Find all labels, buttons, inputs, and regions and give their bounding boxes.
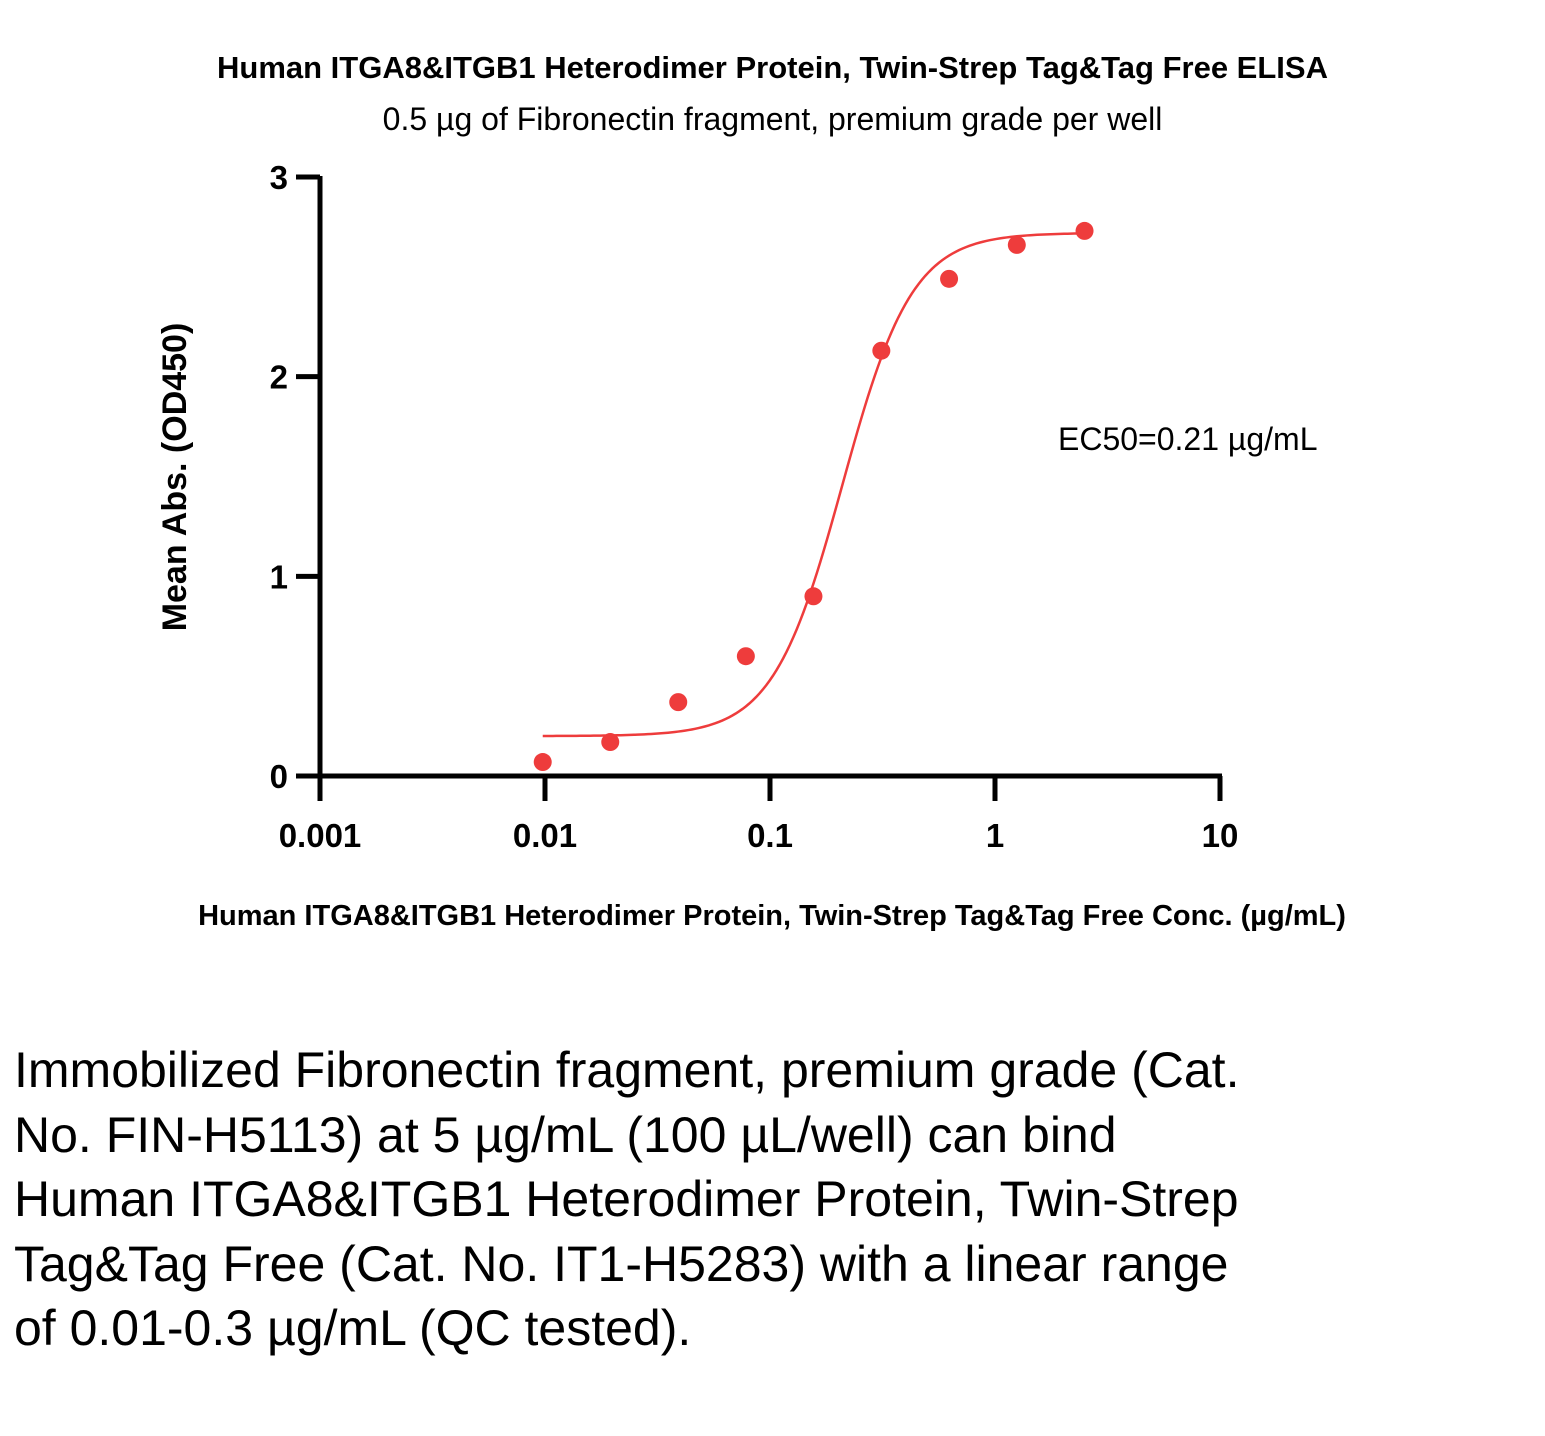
axis-labels: Mean Abs. (OD450) Human ITGA8&ITGB1 Hete…: [156, 323, 1346, 932]
x-tick-label: 1: [986, 817, 1004, 854]
data-point: [669, 693, 688, 712]
ticks: 0 1 2 3 0.001 0.01 0.1 1 10: [270, 159, 1239, 854]
data-point: [1075, 221, 1094, 240]
x-tick-label: 0.1: [747, 817, 793, 854]
chart-title: Human ITGA8&ITGB1 Heterodimer Protein, T…: [217, 50, 1328, 85]
data-point: [533, 753, 552, 772]
x-tick-label: 0.001: [279, 817, 362, 854]
axes: [317, 176, 1222, 779]
y-tick-label: 3: [270, 159, 288, 196]
y-tick-label: 0: [270, 758, 288, 795]
y-tick-label: 2: [270, 359, 288, 396]
data-point: [1007, 235, 1026, 254]
x-tick-label: 10: [1202, 817, 1239, 854]
x-tick-label: 0.01: [513, 817, 577, 854]
data-point: [940, 269, 959, 288]
data-point: [601, 733, 620, 752]
data-point: [804, 587, 823, 606]
ec50-annotation: EC50=0.21 µg/mL: [1058, 421, 1317, 457]
y-axis-label: Mean Abs. (OD450): [156, 323, 194, 632]
chart-subtitle: 0.5 µg of Fibronectin fragment, premium …: [382, 101, 1163, 137]
data-point: [872, 341, 891, 360]
data-point: [736, 647, 755, 666]
y-tick-label: 1: [270, 558, 288, 595]
elisa-chart: 0 1 2 3 0.001 0.01 0.1 1 10 Mean Abs. (OD450) Hu…: [156, 159, 1346, 932]
figure-caption: Immobilized Fibronectin fragment, premiu…: [14, 1042, 1240, 1356]
fit-curve: [542, 232, 1085, 738]
x-axis-label: Human ITGA8&ITGB1 Heterodimer Protein, T…: [198, 900, 1346, 932]
data-points: [533, 221, 1094, 772]
fit-curve-group: [542, 232, 1085, 738]
